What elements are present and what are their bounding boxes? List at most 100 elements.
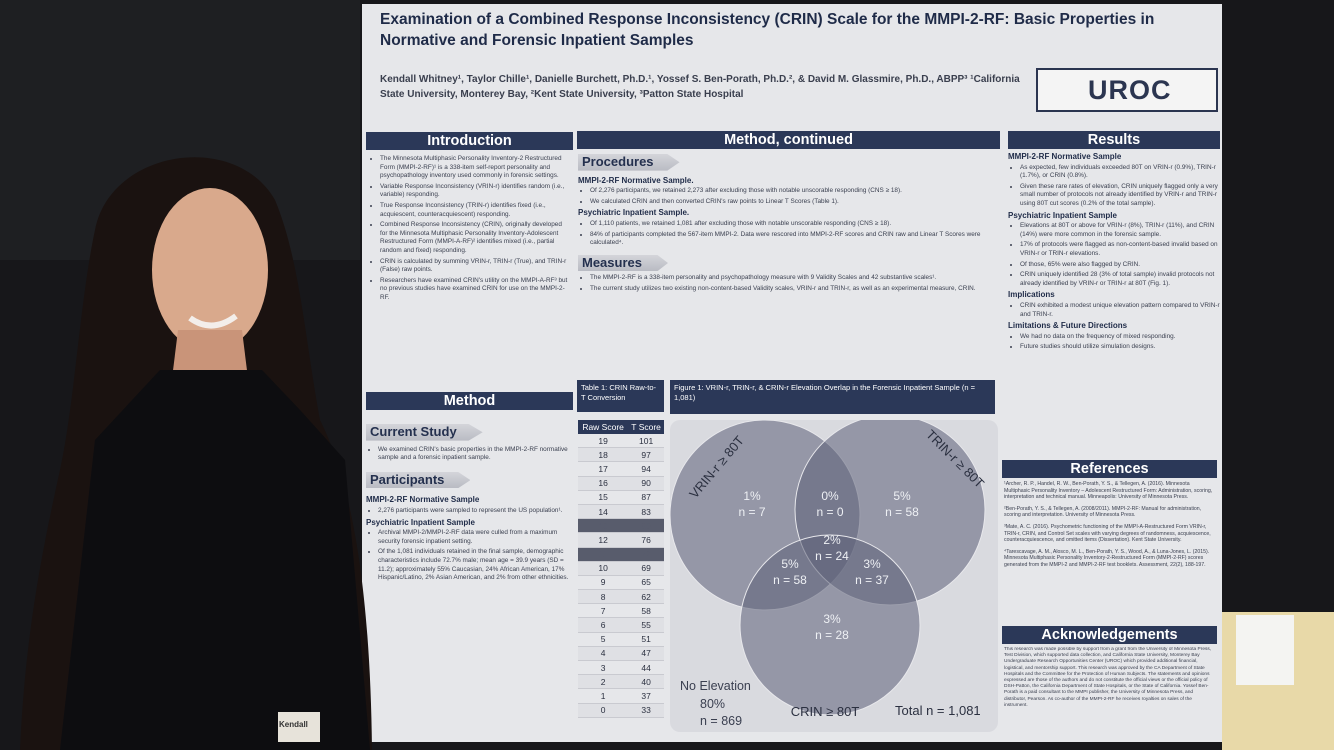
section-bar: Results [1008,131,1220,149]
outside-label: n = 869 [700,714,742,728]
bullet-list: Of 1,110 patients, we retained 1,081 aft… [578,220,998,248]
table-cell: 3 [578,660,629,676]
table-cell: 76 [628,532,664,548]
section-bar: Acknowledgements [1002,626,1217,644]
bullet: Of those, 65% were also flagged by CRIN. [1020,261,1220,270]
bullet-list: We examined CRIN's basic properties in t… [366,446,573,463]
table-cell: 12 [578,532,629,548]
bullet-list: The MMPI-2-RF is a 338-item personality … [578,274,998,293]
bullet: True Response Inconsistency (TRIN-r) ide… [380,202,571,219]
tab-row: Participants [366,466,573,494]
bullet: The MMPI-2-RF is a 338-item personality … [590,274,998,283]
table-cell: 33 [628,703,664,718]
table-cell: 4 [578,646,629,662]
table-cell: 9 [578,575,629,591]
subheading: Psychiatric Inpatient Sample [1008,210,1117,220]
table-row: 11 72 [578,547,664,562]
bullet: We calculated CRIN and then converted CR… [590,198,998,207]
results-body: MMPI-2-RF Normative Sample As expected, f… [1008,150,1220,456]
table-cell: 65 [628,575,664,591]
table-cell: 62 [628,589,664,605]
table-cell: 15 [578,490,629,505]
table-cell: 58 [628,603,664,619]
bullet-list: Elevations at 80T or above for VRIN-r (8… [1008,222,1220,288]
table-cell: 14 [578,504,629,520]
table-header: Raw Score T Score [578,420,664,434]
table-row: 8 62 [578,589,664,605]
table-cell: 101 [628,434,664,449]
reference: ¹Archer, R. P., Handel, R. W., Ben-Porat… [1004,481,1213,501]
region-percent: 5% [781,557,799,571]
subheading: MMPI-2-RF Normative Sample. [578,175,694,185]
reference: ⁴Tarescavage, A. M., Alosco, M. L., Ben-… [1004,548,1210,568]
bullet: The Minnesota Multiphasic Personality In… [380,155,571,181]
table-cell: 80 [628,518,664,534]
bullet-list: As expected, few individuals exceeded 80… [1008,164,1220,209]
table-cell: 55 [628,617,664,633]
region-count: n = 7 [738,505,765,519]
section-bar: Method, continued [577,131,1000,149]
total-label: Total n = 1,081 [895,703,981,718]
bullet: Of the 1,081 individuals retained in the… [378,548,573,582]
table-cell: 17 [578,461,629,477]
paper [1236,615,1294,685]
venn-circle [739,534,921,716]
table-row: 12 76 [578,532,664,548]
region-count: n = 37 [855,573,889,587]
bullet: CRIN exhibited a modest unique elevation… [1020,302,1220,319]
method-body: Current Study We examined CRIN's basic pr… [366,418,573,736]
table-cell: 5 [578,632,629,647]
table-cell: 90 [628,476,664,491]
table-cell: 51 [628,632,664,647]
table-row: 18 97 [578,447,664,463]
table-cell: 47 [628,646,664,662]
table-cell: 69 [628,561,664,576]
smile [188,313,238,329]
table-wrap: Raw Score T Score 19 101 18 97 17 94 16 90 15 87 14 8… [578,420,664,718]
table-cell: 10 [578,561,629,576]
introduction-body: The Minnesota Multiphasic Personality In… [368,155,571,387]
circle-label: CRIN ≥ 80T [791,704,860,719]
subheading: MMPI-2-RF Normative Sample [1008,152,1122,161]
reference: ²Ben-Porath, Y. S., & Tellegen, A. (2008… [1004,505,1202,519]
table-cell: 16 [578,476,629,491]
bullet: Variable Response Inconsistency (VRIN-r)… [380,183,571,200]
table-row: 6 55 [578,617,664,633]
outside-label: 80% [700,697,725,711]
section-tab: Participants [366,471,471,489]
tab-row: Measures [578,251,998,275]
bullet-list: Of 2,276 participants, we retained 2,273… [578,187,998,206]
table-cell: 1 [578,688,629,704]
table-cell: 7 [578,603,629,619]
bullet: Archival MMPI-2/MMPI-2-RF data were cull… [378,529,573,546]
table-row: 16 90 [578,476,664,491]
face [152,188,268,352]
logo: UROC [1036,68,1218,112]
region-count: n = 58 [885,505,919,519]
figure-caption: Figure 1: VRIN-r, TRIN-r, & CRIN-r Eleva… [670,380,995,414]
table-cell: 83 [628,504,664,520]
table-cell: 13 [578,518,629,534]
table-row: 7 58 [578,603,664,619]
paragraph: This research was made possible by suppo… [1004,647,1212,708]
bullet-list: CRIN exhibited a modest unique elevation… [1008,302,1220,319]
table-cell: 40 [628,674,664,690]
subheading: Implications [1008,290,1055,300]
bullet: We had no data on the frequency of mixed… [1020,333,1220,342]
table-cell: 0 [578,703,629,718]
region-percent: 1% [743,489,761,503]
table-cell: 97 [628,447,664,463]
references-body: ¹Archer, R. P., Handel, R. W., Ben-Porat… [1004,481,1216,621]
region-count: n = 28 [815,628,849,642]
tab-row: Current Study [366,418,573,446]
table-row: 0 33 [578,703,664,718]
bullet: Of 1,110 patients, we retained 1,081 aft… [590,220,998,229]
subheading: Psychiatric Inpatient Sample. [578,208,690,218]
table-cell: 8 [578,589,629,605]
column-header: T Score [628,420,664,434]
table-row: 10 69 [578,561,664,576]
bullet: 17% of protocols were flagged as non-con… [1020,241,1220,258]
